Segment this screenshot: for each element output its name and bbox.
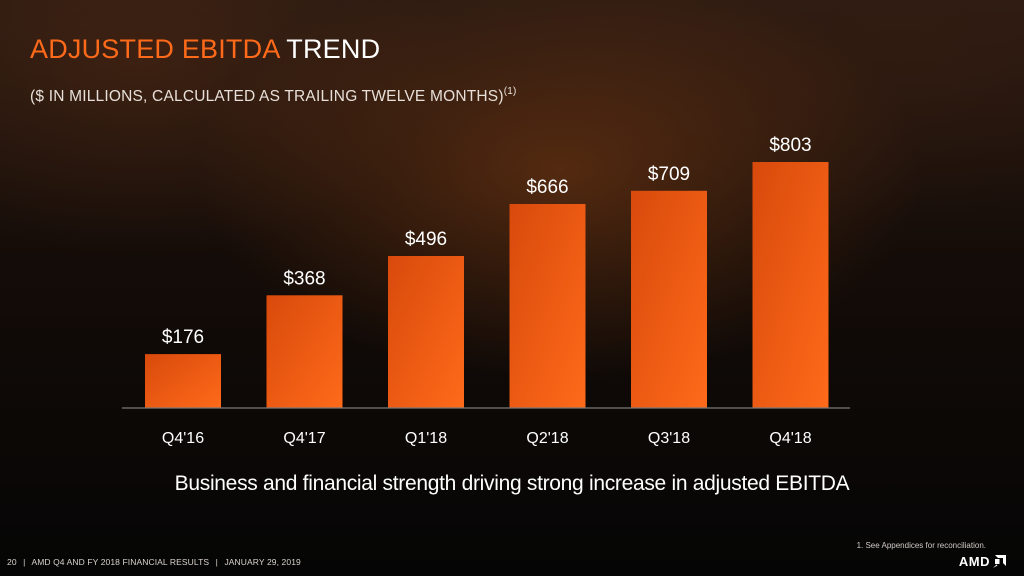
- bar-value-label: $176: [162, 327, 204, 348]
- bar: [631, 190, 707, 408]
- slide-title: ADJUSTED EBITDA TREND: [30, 34, 380, 65]
- x-tick-label: Q1'18: [405, 430, 447, 447]
- x-tick-label: Q4'16: [162, 430, 204, 447]
- footer-separator: |: [23, 557, 26, 567]
- bar-value-label: $803: [769, 135, 811, 156]
- bar: [388, 256, 464, 408]
- footnote: 1. See Appendices for reconciliation.: [856, 541, 986, 550]
- bar-value-label: $666: [526, 177, 568, 198]
- footer-text: AMD Q4 AND FY 2018 FINANCIAL RESULTS: [31, 557, 210, 567]
- title-accent: ADJUSTED EBITDA: [30, 34, 280, 64]
- bar-value-label: $709: [648, 164, 690, 185]
- x-tick-label: Q4'17: [283, 430, 325, 447]
- bar: [266, 295, 343, 408]
- subtitle-text: ($ IN MILLIONS, CALCULATED AS TRAILING T…: [30, 88, 504, 105]
- footer-date: JANUARY 29, 2019: [224, 557, 301, 567]
- amd-logo-text: AMD: [958, 554, 990, 569]
- footer-separator: |: [215, 557, 218, 567]
- ebitda-bar-chart: $176 Q4'16 $368 Q4'17 $496 Q1'18 $666 Q2'18 $709…: [122, 135, 850, 447]
- x-tick-label: Q3'18: [648, 430, 690, 447]
- subtitle-footnote-ref: (1): [503, 86, 517, 97]
- bar: [509, 204, 586, 408]
- bar-value-label: $368: [283, 268, 325, 289]
- title-rest: TREND: [286, 34, 381, 64]
- bar: [752, 162, 829, 408]
- bar: [145, 354, 221, 408]
- chart-caption: Business and financial strength driving …: [174, 472, 850, 495]
- bar-value-label: $496: [405, 229, 447, 250]
- slide-footer: 20 | AMD Q4 AND FY 2018 FINANCIAL RESULT…: [7, 557, 305, 567]
- slide-subtitle: ($ IN MILLIONS, CALCULATED AS TRAILING T…: [30, 86, 517, 106]
- amd-arrow-icon: [993, 555, 1006, 568]
- x-tick-label: Q4'18: [769, 430, 811, 447]
- page-number: 20: [7, 557, 17, 567]
- amd-logo: AMD: [959, 554, 1006, 569]
- x-tick-label: Q2'18: [526, 430, 568, 447]
